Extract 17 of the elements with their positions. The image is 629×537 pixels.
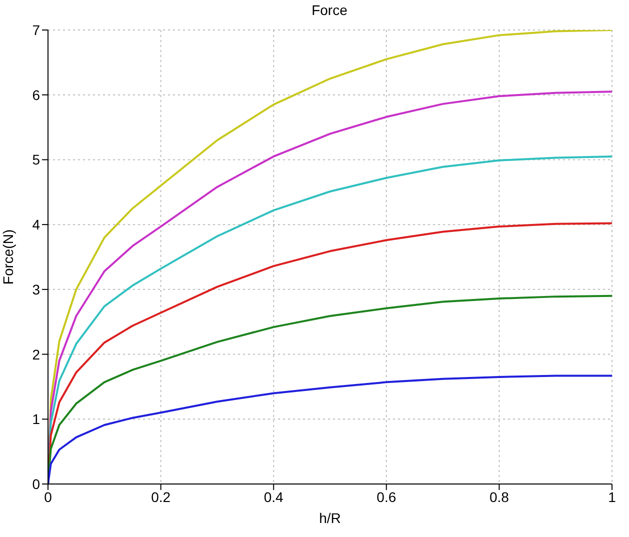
x-tick-label: 0.2 (151, 488, 171, 505)
chart-title: Force (310, 2, 348, 18)
y-tick-label: 7 (32, 22, 40, 38)
x-tick-label: 0.8 (489, 488, 510, 505)
x-tick-label: 0.4 (264, 488, 284, 505)
x-tick-label: 0.6 (376, 488, 396, 505)
y-tick-label: 5 (32, 152, 40, 168)
x-tick-label: 1 (608, 488, 616, 505)
x-tick-label: 0 (44, 488, 52, 505)
y-tick-label: 3 (32, 281, 40, 298)
y-tick-label: 6 (32, 86, 40, 103)
y-tick-label: 0 (32, 476, 40, 492)
x-axis-title: h/R (319, 510, 341, 526)
y-axis-title: Force(N) (0, 229, 16, 285)
y-tick-label: 2 (32, 346, 40, 362)
y-tick-label: 1 (32, 411, 40, 428)
y-tick-label: 4 (32, 216, 40, 233)
